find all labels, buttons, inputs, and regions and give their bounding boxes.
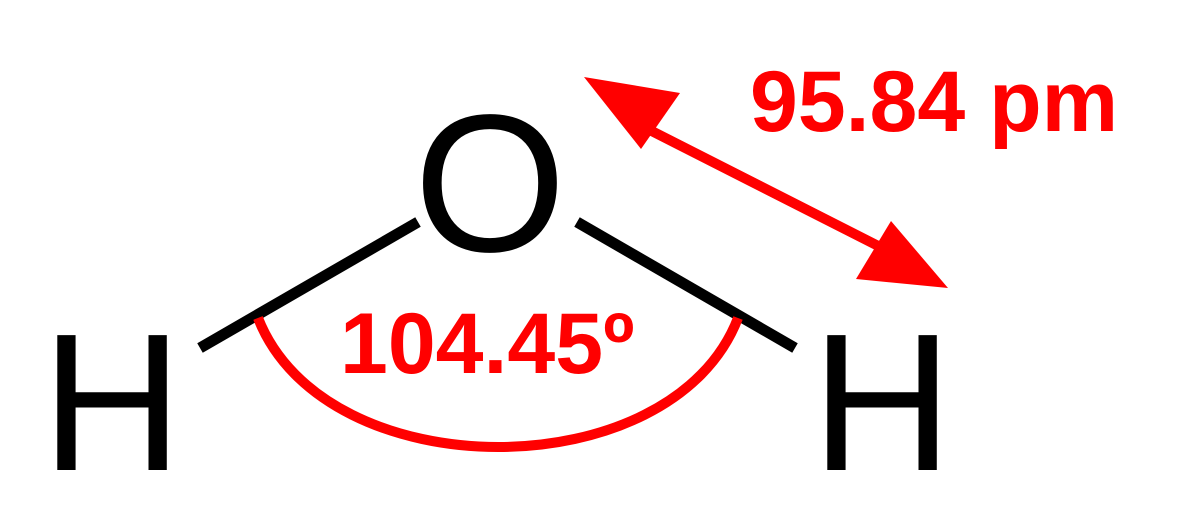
hydrogen-right-atom-label: H [811,293,953,512]
bond-left [197,217,421,353]
hydrogen-left-atom-label: H [41,293,183,512]
bond-length-arrow-shaft [627,115,903,262]
bond-right [574,217,798,353]
oxygen-atom-label: O [414,74,566,293]
bond-length-arrow [584,77,948,288]
bond-length-label: 95.84 pm [750,54,1118,150]
bond-length-arrowhead-end [856,221,948,288]
bond-angle-label: 104.45º [340,296,634,392]
bond-length-arrowhead-start [584,77,680,149]
bond-angle-arc [253,316,743,452]
